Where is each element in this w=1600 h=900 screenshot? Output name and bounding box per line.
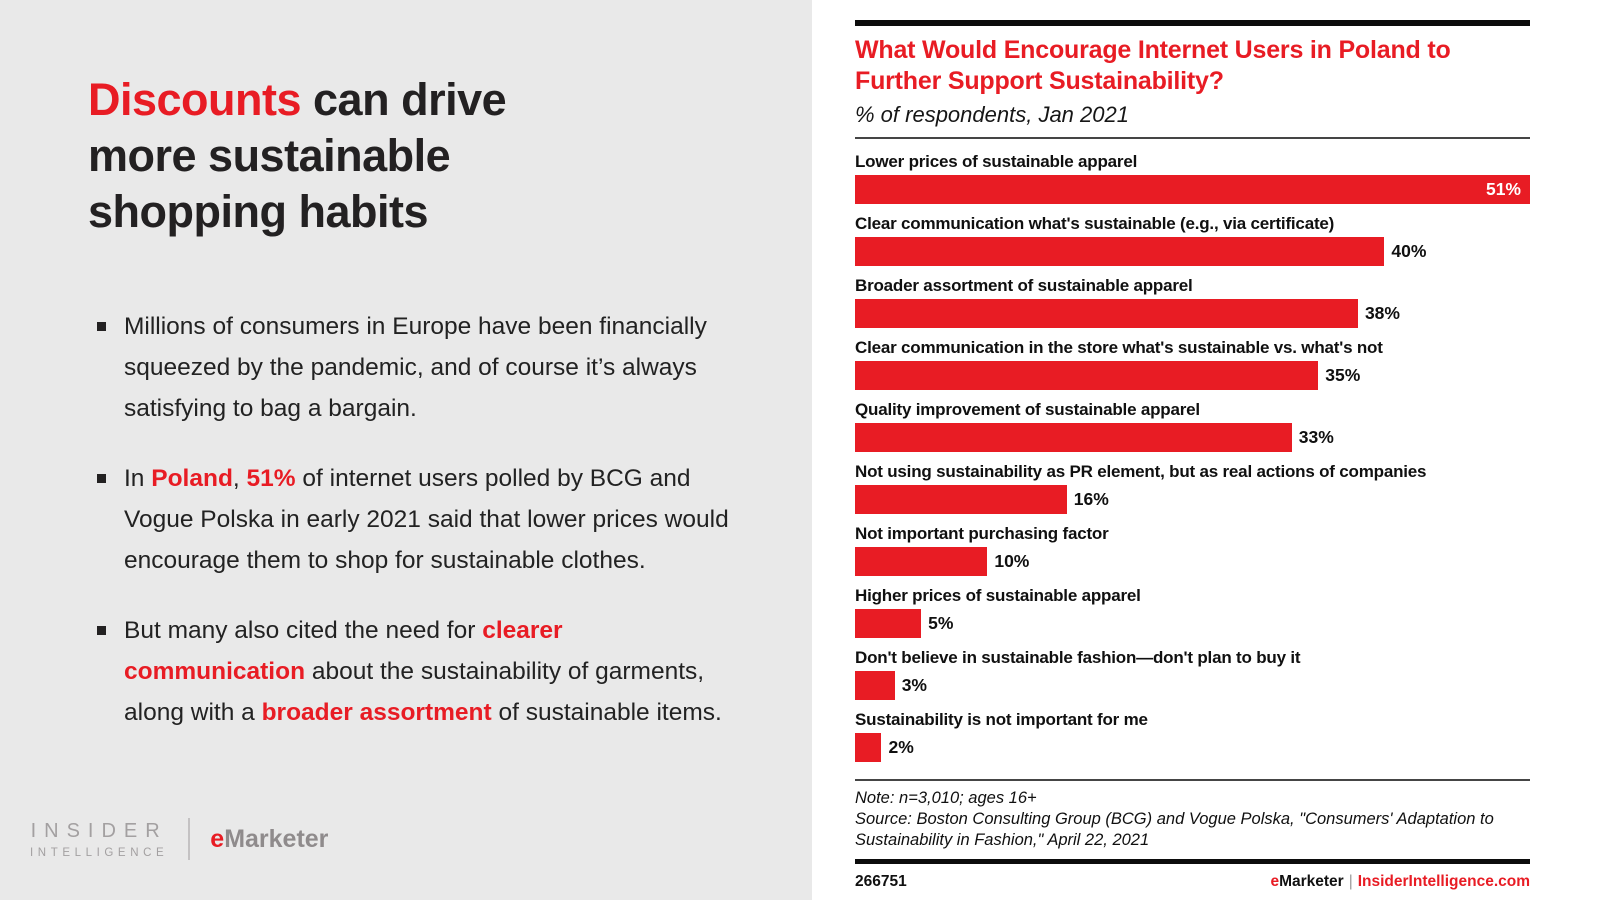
bar-value-label: 33% — [1298, 427, 1334, 447]
bar-value-label: 3% — [901, 675, 927, 695]
bar-category-label: Not using sustainability as PR element, … — [855, 462, 1427, 481]
emarketer-logo: eMarketer — [210, 825, 328, 854]
bar-value-label: 5% — [928, 613, 954, 633]
logo-divider — [188, 818, 191, 860]
bar-track: 35% — [855, 361, 1530, 390]
chart-id: 266751 — [855, 873, 907, 890]
chart-title: What Would Encourage Internet Users in P… — [855, 36, 1451, 95]
chart-header-rule — [855, 137, 1530, 139]
bar-value-label: 10% — [994, 551, 1030, 571]
bar — [855, 485, 1067, 514]
bar-chart: What Would Encourage Internet Users in P… — [855, 20, 1530, 891]
bar-rows: Lower prices of sustainable apparel 51% … — [855, 152, 1530, 762]
bar — [855, 547, 988, 576]
bar-category-label: Broader assortment of sustainable appare… — [855, 276, 1193, 295]
bar — [855, 609, 922, 638]
bar-row: Sustainability is not important for me 2… — [855, 710, 1530, 762]
slide-title: Discounts can drive more sustainable sho… — [88, 74, 507, 237]
bar-track: 3% — [855, 671, 1530, 700]
bar-category-label: Higher prices of sustainable apparel — [855, 586, 1141, 605]
insider-logo-line2: INTELLIGENCE — [30, 846, 169, 859]
chart-note: Note: n=3,010; ages 16+ — [855, 789, 1037, 807]
bullet-item: Millions of consumers in Europe have bee… — [95, 306, 740, 429]
chart-source: Source: Boston Consulting Group (BCG) an… — [855, 810, 1494, 849]
chart-bottom-rule — [855, 859, 1530, 864]
bar-track: 51% — [855, 175, 1530, 204]
bullet-item: But many also cited the need for clearer… — [95, 610, 740, 733]
brand-logos: INSIDER INTELLIGENCE eMarketer — [30, 818, 328, 860]
emarketer-logo-e: e — [210, 824, 225, 853]
chart-notes: Note: n=3,010; ages 16+ Source: Boston C… — [855, 779, 1530, 851]
bar-row: Broader assortment of sustainable appare… — [855, 276, 1530, 328]
bar-track: 2% — [855, 733, 1530, 762]
bar-category-label: Clear communication in the store what's … — [855, 338, 1383, 357]
bullet-item: In Poland, 51% of internet users polled … — [95, 458, 740, 581]
chart-panel: What Would Encourage Internet Users in P… — [812, 0, 1600, 900]
footer-site-link: InsiderIntelligence.com — [1357, 873, 1530, 890]
left-text-panel: Discounts can drive more sustainable sho… — [0, 0, 812, 900]
bar-track: 10% — [855, 547, 1530, 576]
insider-logo-line1: INSIDER — [30, 819, 168, 842]
bar-row: Clear communication in the store what's … — [855, 338, 1530, 390]
bar-row: Quality improvement of sustainable appar… — [855, 400, 1530, 452]
bar — [855, 299, 1358, 328]
bar-value-label: 16% — [1073, 489, 1109, 509]
bar — [855, 733, 882, 762]
bar-category-label: Sustainability is not important for me — [855, 710, 1148, 729]
bar-track: 16% — [855, 485, 1530, 514]
footer-brand: eMarketer | InsiderIntelligence.com — [1270, 873, 1530, 891]
bar-track: 33% — [855, 423, 1530, 452]
bar-row: Clear communication what's sustainable (… — [855, 214, 1530, 266]
bar-value-label: 2% — [888, 737, 914, 757]
bar-value-label: 35% — [1325, 365, 1361, 385]
bar-row: Lower prices of sustainable apparel 51% — [855, 152, 1530, 204]
bar — [855, 423, 1292, 452]
chart-top-rule — [855, 20, 1530, 26]
bar — [855, 237, 1385, 266]
footer-emarketer-rest: Marketer — [1279, 873, 1344, 890]
bar-category-label: Lower prices of sustainable apparel — [855, 152, 1138, 171]
footer-separator: | — [1348, 873, 1353, 890]
bar-track: 40% — [855, 237, 1530, 266]
bar-category-label: Clear communication what's sustainable (… — [855, 214, 1335, 233]
bar-category-label: Quality improvement of sustainable appar… — [855, 400, 1200, 419]
emarketer-logo-rest: Marketer — [224, 824, 329, 853]
bar-category-label: Not important purchasing factor — [855, 524, 1109, 543]
bar — [855, 671, 895, 700]
bar-value-label: 51% — [1485, 179, 1521, 199]
chart-footer: 266751 eMarketer | InsiderIntelligence.com — [855, 873, 1530, 891]
bar-category-label: Don't believe in sustainable fashion—don… — [855, 648, 1301, 667]
bar-track: 38% — [855, 299, 1530, 328]
bar-row: Don't believe in sustainable fashion—don… — [855, 648, 1530, 700]
bar-track: 5% — [855, 609, 1530, 638]
chart-subtitle: % of respondents, Jan 2021 — [855, 102, 1129, 127]
bar — [855, 175, 1530, 204]
bar — [855, 361, 1319, 390]
footer-emarketer-e: e — [1270, 873, 1280, 890]
bar-value-label: 40% — [1391, 241, 1427, 261]
bar-row: Not using sustainability as PR element, … — [855, 462, 1530, 514]
bullet-list: Millions of consumers in Europe have bee… — [95, 306, 740, 762]
bar-row: Not important purchasing factor 10% — [855, 524, 1530, 576]
bar-row: Higher prices of sustainable apparel 5% — [855, 586, 1530, 638]
insider-intelligence-logo: INSIDER INTELLIGENCE — [30, 820, 168, 859]
bar-value-label: 38% — [1364, 303, 1400, 323]
